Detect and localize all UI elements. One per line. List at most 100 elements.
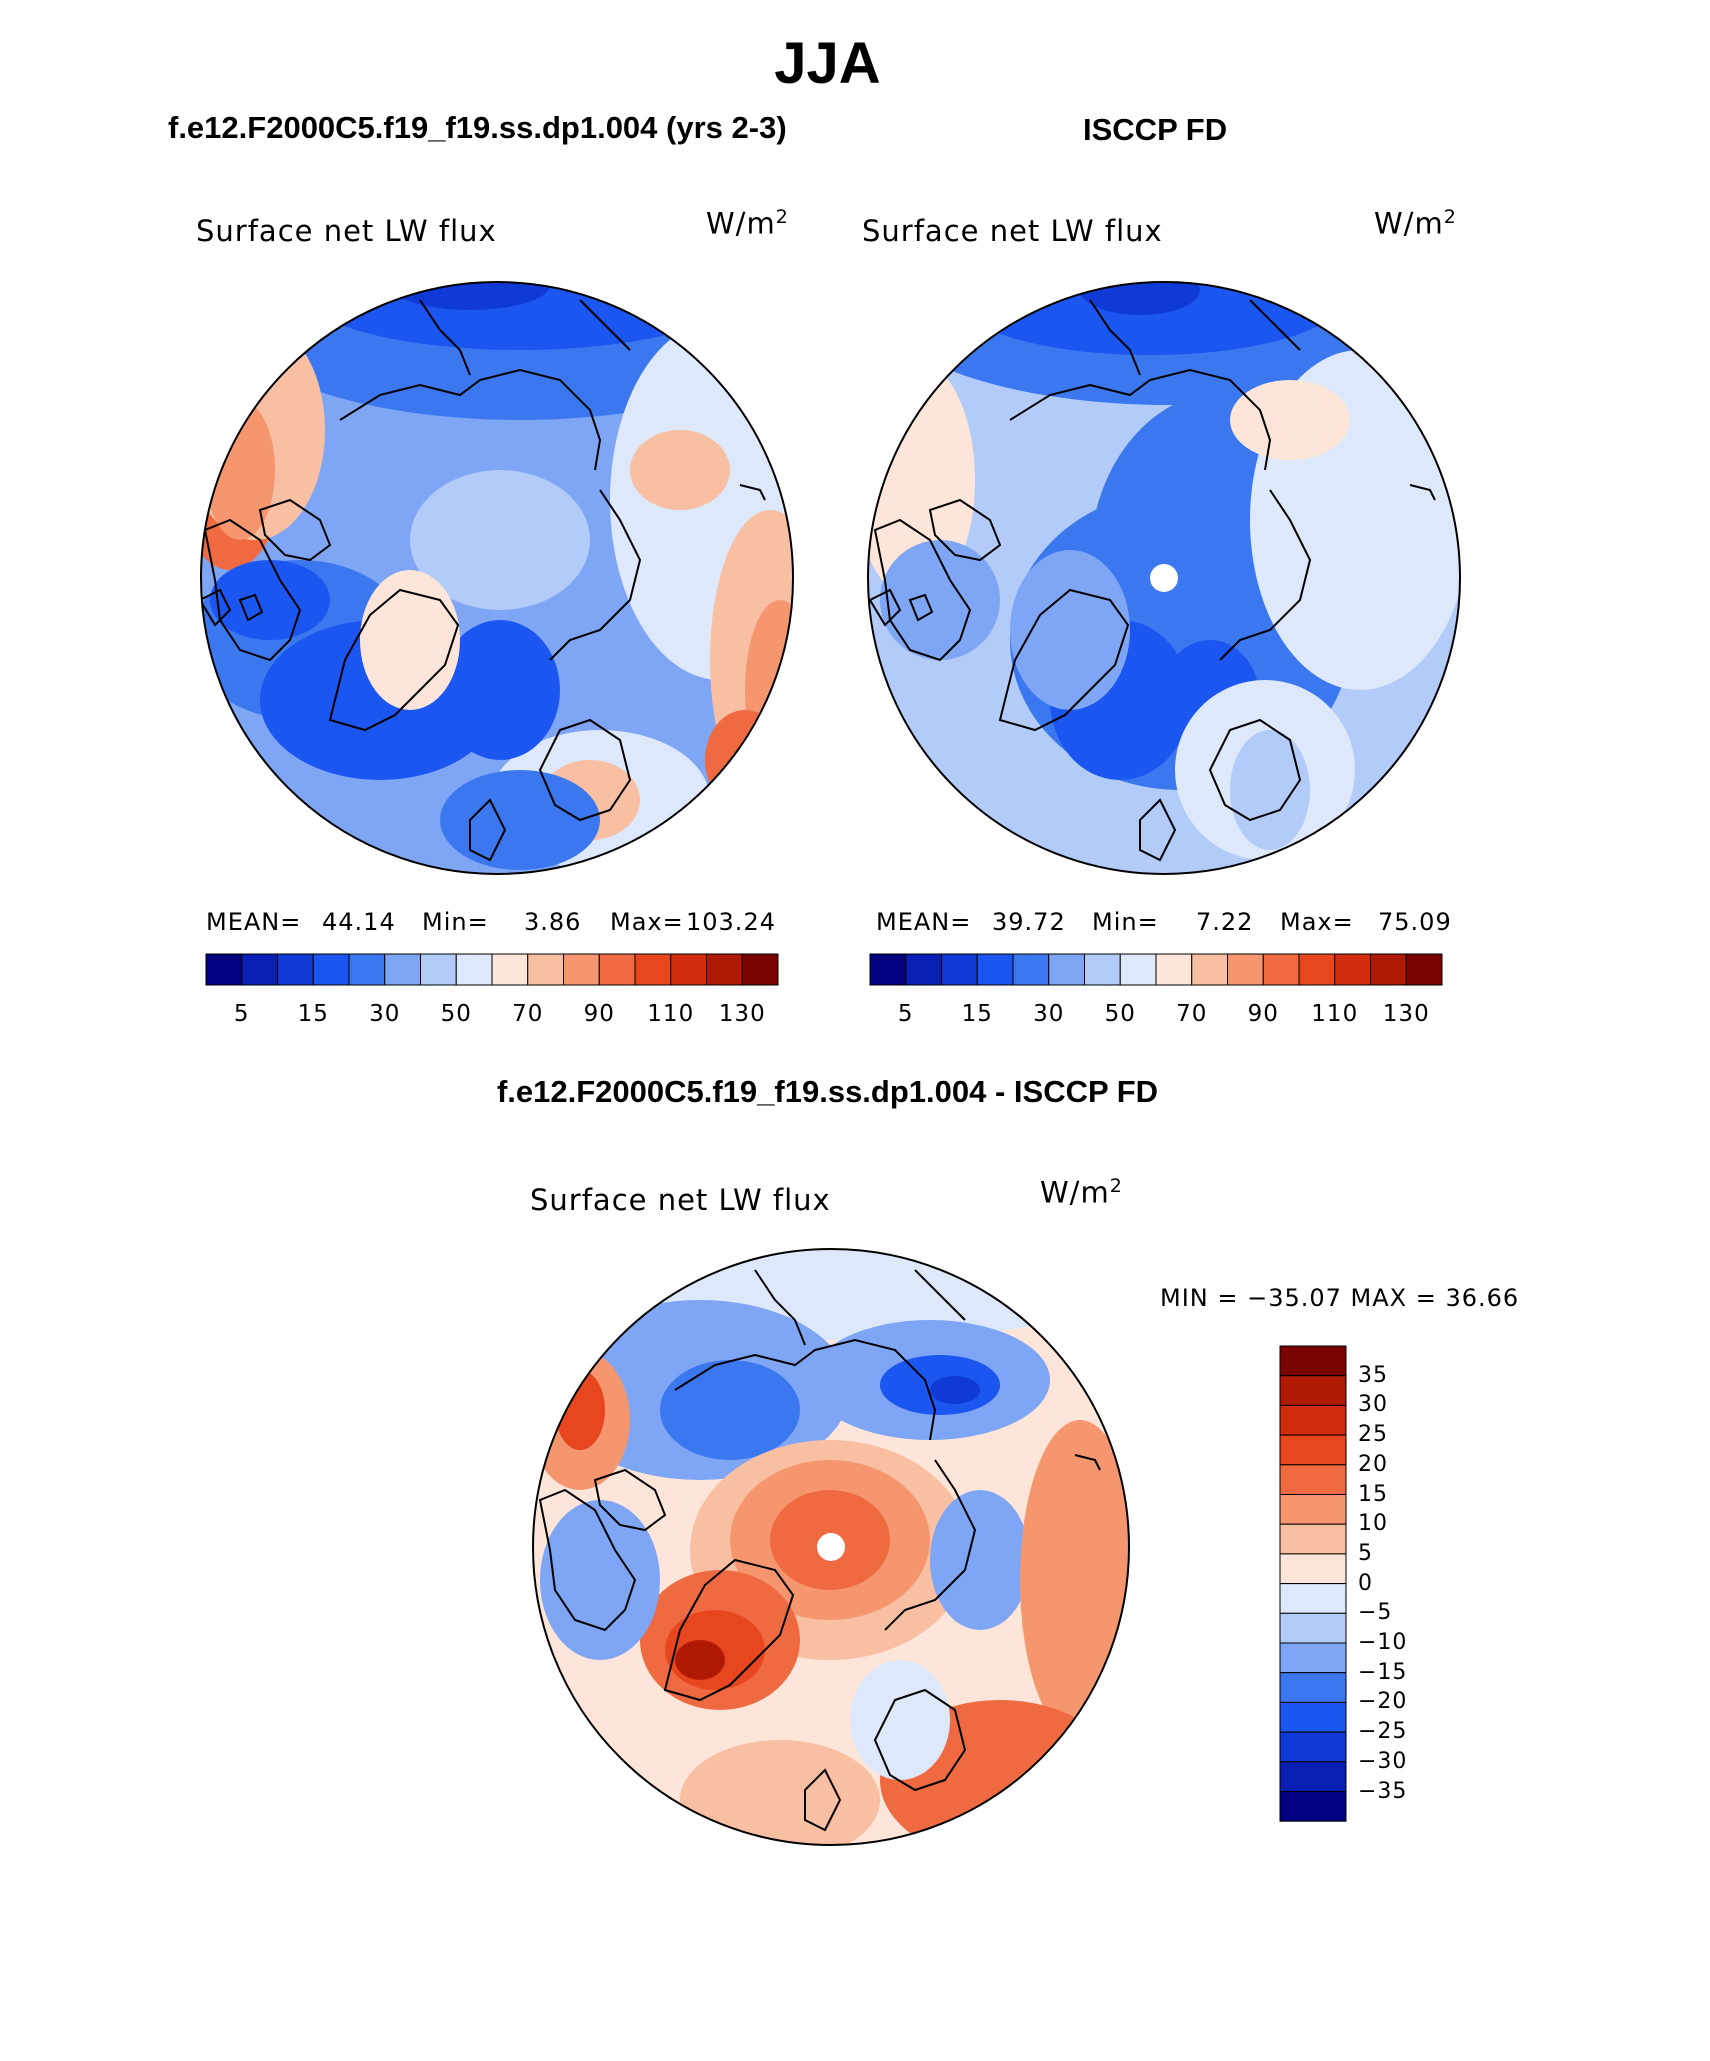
diff-colorbar-box — [1279, 1642, 1347, 1674]
obs-colorbar-box — [1191, 953, 1228, 986]
diff-colorbar-label: 15 — [1358, 1481, 1388, 1507]
model-units-label: W/m2 — [706, 206, 789, 241]
diff-colorbar-label: −5 — [1358, 1600, 1393, 1626]
model-max-value: 103.24 — [686, 908, 776, 936]
diff-colorbar-label: −30 — [1358, 1748, 1408, 1774]
model-mean-value: 44.14 — [322, 908, 396, 936]
model-colorbar-box — [563, 953, 600, 986]
obs-colorbar-box — [869, 953, 907, 986]
diff-coastlines — [538, 1269, 1101, 1832]
obs-min-label: Min= — [1092, 908, 1159, 936]
diff-colorbar-box — [1279, 1494, 1347, 1525]
diff-colorbar — [1279, 1345, 1347, 1822]
model-max-label: Max= — [610, 908, 684, 936]
obs-colorbar-tick: 130 — [1382, 1001, 1430, 1027]
obs-pole-hole — [1150, 564, 1178, 592]
model-colorbar-tick: 110 — [647, 1001, 695, 1027]
obs-colorbar-box — [1405, 953, 1443, 986]
model-colorbar-tick: 50 — [440, 1001, 472, 1027]
model-colorbar-box — [384, 953, 421, 986]
diff-colorbar-label: 20 — [1358, 1451, 1388, 1477]
model-colorbar-box — [741, 953, 779, 986]
diff-colorbar-label: 10 — [1358, 1511, 1388, 1537]
diff-panel-title: f.e12.F2000C5.f19_f19.ss.dp1.004 - ISCCP… — [496, 1074, 1159, 1109]
model-colorbar-box — [598, 953, 636, 986]
model-colorbar-tick: 130 — [718, 1001, 766, 1027]
obs-colorbar-tick: 50 — [1104, 1001, 1136, 1027]
obs-max-label: Max= — [1280, 908, 1354, 936]
diff-colorbar-box — [1279, 1701, 1347, 1733]
obs-colorbar-tick: 15 — [961, 1001, 993, 1027]
diff-minmax-label: MIN = −35.07 MAX = 36.66 — [1160, 1284, 1520, 1312]
model-colorbar-tick: 5 — [233, 1001, 250, 1027]
diff-colorbar-label: 30 — [1358, 1392, 1388, 1418]
diff-map-border — [532, 1248, 1130, 1846]
obs-colorbar-box — [1334, 953, 1371, 986]
diff-pole-hole — [817, 1533, 845, 1561]
diff-colorbar-box — [1279, 1761, 1347, 1793]
model-colorbar-box — [634, 953, 672, 986]
model-panel-title: f.e12.F2000C5.f19_f19.ss.dp1.004 (yrs 2-… — [168, 110, 787, 145]
obs-colorbar-box — [1155, 953, 1193, 986]
model-colorbar-box — [205, 953, 243, 986]
figure-title: JJA — [774, 31, 881, 96]
model-colorbar-tick: 90 — [583, 1001, 615, 1027]
diff-colorbar-box — [1279, 1404, 1347, 1436]
diff-colorbar-label: 35 — [1358, 1362, 1388, 1388]
model-variable-label: Surface net LW flux — [196, 214, 497, 248]
model-polar-map — [201, 282, 793, 874]
obs-colorbar-tick: 5 — [897, 1001, 914, 1027]
obs-colorbar-box — [941, 953, 978, 986]
model-colorbar-box — [312, 953, 350, 986]
obs-colorbar-tick: 90 — [1247, 1001, 1279, 1027]
model-colorbar-box — [455, 953, 493, 986]
diff-variable-label: Surface net LW flux — [530, 1183, 831, 1217]
obs-map-border — [867, 281, 1461, 875]
diff-colorbar-box — [1279, 1731, 1347, 1763]
model-colorbar-tick: 30 — [369, 1001, 401, 1027]
diff-colorbar-box — [1279, 1672, 1347, 1703]
obs-mean-value: 39.72 — [992, 908, 1066, 936]
obs-colorbar-box — [1048, 953, 1085, 986]
model-colorbar-tick: 70 — [512, 1001, 544, 1027]
diff-colorbar-box — [1279, 1375, 1347, 1406]
diff-colorbar-box — [1279, 1464, 1347, 1496]
model-colorbar-box — [420, 953, 457, 986]
obs-colorbar-tick: 110 — [1311, 1001, 1359, 1027]
obs-colorbar-box — [1119, 953, 1157, 986]
model-colorbar-box — [348, 953, 386, 986]
obs-colorbar-box — [1370, 953, 1407, 986]
diff-colorbar-label: −35 — [1358, 1778, 1408, 1804]
obs-colorbar-box — [1298, 953, 1336, 986]
obs-variable-label: Surface net LW flux — [862, 214, 1163, 248]
obs-max-value: 75.09 — [1378, 908, 1452, 936]
diff-colorbar-label: 0 — [1358, 1570, 1373, 1596]
diff-colorbar-label: −20 — [1358, 1689, 1408, 1715]
diff-colorbar-box — [1279, 1345, 1347, 1377]
diff-colorbar-label: −25 — [1358, 1719, 1408, 1745]
diff-colorbar-label: 25 — [1358, 1422, 1388, 1448]
model-colorbar-box — [706, 953, 743, 986]
obs-units-label: W/m2 — [1374, 206, 1457, 241]
model-min-value: 3.86 — [524, 908, 582, 936]
obs-panel-title: ISCCP FD — [1083, 112, 1228, 147]
diff-colorbar-box — [1279, 1523, 1347, 1555]
model-colorbar-tick: 15 — [297, 1001, 329, 1027]
obs-colorbar — [869, 953, 1443, 986]
obs-colorbar-box — [1012, 953, 1050, 986]
obs-colorbar-tick: 30 — [1033, 1001, 1065, 1027]
model-colorbar-box — [527, 953, 564, 986]
obs-colorbar-tick: 70 — [1176, 1001, 1208, 1027]
obs-colorbar-box — [905, 953, 942, 986]
diff-colorbar-label: −15 — [1358, 1659, 1408, 1685]
model-colorbar — [205, 953, 779, 986]
model-coastlines — [201, 299, 766, 862]
model-min-label: Min= — [422, 908, 489, 936]
diff-colorbar-box — [1279, 1434, 1347, 1466]
obs-colorbar-box — [976, 953, 1014, 986]
diff-colorbar-box — [1279, 1553, 1347, 1585]
model-colorbar-box — [670, 953, 707, 986]
obs-colorbar-box — [1084, 953, 1121, 986]
model-colorbar-box — [491, 953, 529, 986]
diff-units-label: W/m2 — [1040, 1175, 1123, 1210]
